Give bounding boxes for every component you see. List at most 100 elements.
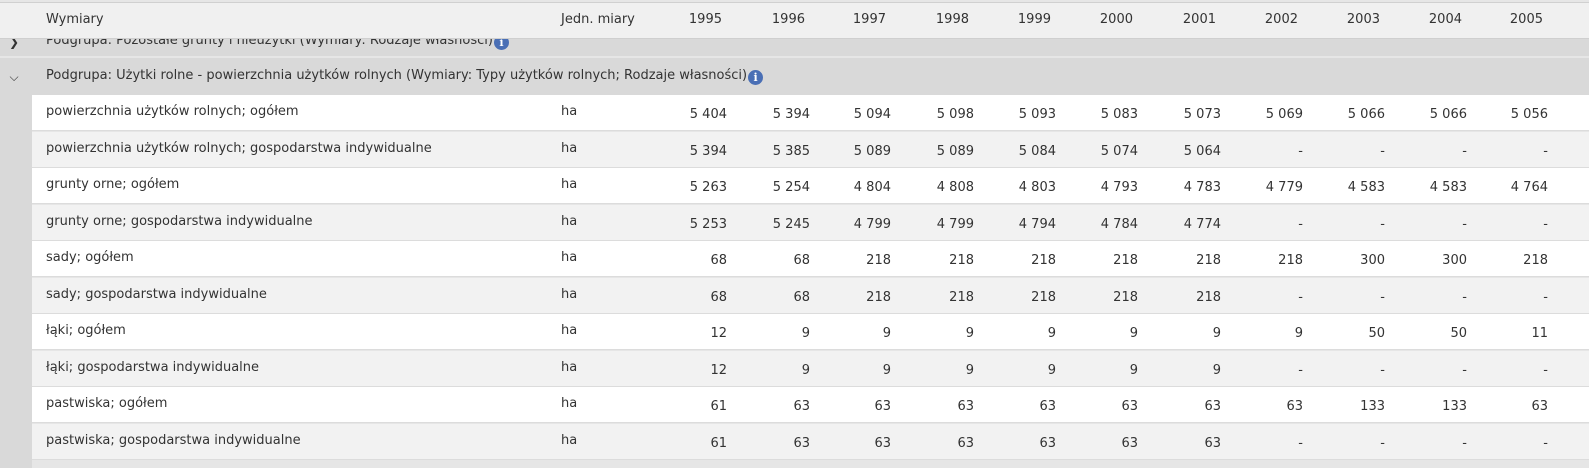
row-value-cell: 218 (949, 289, 974, 305)
row-value-cell: 5 084 (1018, 143, 1056, 159)
row-value-cell: 4 808 (936, 180, 974, 195)
row-value-cell: 9 (882, 362, 891, 378)
header-year[interactable]: 2000 (1099, 12, 1133, 27)
row-unit: ha (561, 286, 578, 302)
row-value-cell: 63 (1286, 399, 1303, 414)
row-dimension-label: łąki; gospodarstwa indywidualne (46, 359, 260, 375)
table-row: powierzchnia użytków rolnych; ogółem ha 5 … (32, 95, 1589, 131)
header-year[interactable]: 1996 (771, 12, 805, 27)
table-row: pastwiska; gospodarstwa indywidualne ha 61… (32, 423, 1589, 460)
row-value-cell: 4 779 (1265, 180, 1303, 195)
row-value-cell: 133 (1360, 399, 1385, 414)
row-value-cell: 4 804 (853, 180, 891, 195)
header-year[interactable]: 2003 (1346, 12, 1380, 27)
row-value-cell: 63 (793, 435, 810, 451)
row-value-cell: 9 (801, 362, 810, 378)
row-value-cell: 5 083 (1100, 107, 1138, 122)
row-value-cell: 50 (1368, 326, 1385, 341)
row-value-cell: 4 583 (1429, 180, 1467, 195)
info-icon[interactable]: i (748, 70, 764, 85)
row-value-cell: 218 (866, 289, 891, 305)
row-dimension-label: sady; ogółem (46, 250, 134, 265)
row-value-cell: - (1298, 143, 1303, 159)
row-value-cell: 9 (1047, 362, 1056, 378)
row-value-cell: - (1543, 435, 1548, 451)
row-dimension-label: sady; gospodarstwa indywidualne (46, 286, 267, 302)
row-value-cell: 4 803 (1018, 180, 1056, 195)
header-year[interactable]: 1998 (935, 12, 969, 27)
row-value-cell: 5 394 (772, 107, 810, 122)
row-value-cell: 9 (1294, 326, 1303, 341)
row-value-cell: - (1298, 435, 1303, 451)
header-unit[interactable]: Jedn. miary (561, 12, 635, 27)
row-value-cell: 9 (1129, 362, 1138, 378)
row-value-cell: 5 089 (853, 143, 891, 159)
row-value-cell: - (1462, 289, 1467, 305)
row-value-cell: - (1380, 435, 1385, 451)
table-row: powierzchnia użytków rolnych; gospodarst… (32, 131, 1589, 168)
row-value-cell: 218 (1523, 253, 1548, 268)
row-unit: ha (561, 359, 578, 375)
row-value-cell: 68 (793, 253, 810, 268)
row-value-cell: 5 394 (689, 143, 727, 159)
row-value-cell: 5 056 (1510, 107, 1548, 122)
row-dimension-label: powierzchnia użytków rolnych; gospodarst… (46, 140, 432, 156)
row-value-cell: - (1462, 435, 1467, 451)
row-value-cell: 63 (793, 399, 810, 414)
row-value-cell: - (1543, 289, 1548, 305)
row-value-cell: 61 (710, 399, 727, 414)
row-value-cell: - (1462, 143, 1467, 159)
row-value-cell: 63 (1039, 399, 1056, 414)
row-value-cell: 218 (1031, 253, 1056, 268)
header-year[interactable]: 2001 (1182, 12, 1216, 27)
row-value-cell: 68 (710, 289, 727, 305)
header-dimensions[interactable]: Wymiary (46, 12, 104, 27)
row-value-cell: 9 (965, 326, 974, 341)
row-value-cell: 50 (1450, 326, 1467, 341)
header-year[interactable]: 2004 (1428, 12, 1462, 27)
header-year[interactable]: 1999 (1017, 12, 1051, 27)
row-value-cell: 61 (710, 435, 727, 451)
row-value-cell: 63 (1531, 399, 1548, 414)
table-header: Wymiary Jedn. miary 1995 1996 1997 1998 … (0, 2, 1589, 39)
row-value-cell: 5 074 (1100, 143, 1138, 159)
row-value-cell: 218 (1031, 289, 1056, 305)
row-value-cell: 68 (793, 289, 810, 305)
row-value-cell: - (1543, 216, 1548, 232)
row-value-cell: 4 784 (1100, 216, 1138, 232)
row-value-cell: 63 (957, 435, 974, 451)
table-row: łąki; ogółem ha 12 9 9 9 9 9 9 9 50 50 11 (32, 314, 1589, 350)
row-value-cell: 5 069 (1265, 107, 1303, 122)
row-value-cell: 63 (1204, 399, 1221, 414)
row-value-cell: 9 (1129, 326, 1138, 341)
row-value-cell: - (1462, 216, 1467, 232)
row-unit: ha (561, 104, 578, 119)
table-row: grunty orne; gospodarstwa indywidualne ha… (32, 204, 1589, 241)
row-value-cell: 5 066 (1347, 107, 1385, 122)
row-value-cell: - (1298, 289, 1303, 305)
header-year[interactable]: 1995 (688, 12, 722, 27)
row-dimension-label: grunty orne; gospodarstwa indywidualne (46, 213, 313, 229)
row-value-cell: 4 783 (1183, 180, 1221, 195)
group-row-agricultural-land[interactable]: ⌵ Podgrupa: Użytki rolne - powierzchnia … (0, 58, 1589, 95)
row-dimension-label: pastwiska; gospodarstwa indywidualne (46, 432, 301, 448)
row-value-cell: 4 583 (1347, 180, 1385, 195)
chevron-down-icon[interactable]: ⌵ (9, 69, 19, 84)
row-value-cell: 63 (874, 435, 891, 451)
header-year[interactable]: 1997 (852, 12, 886, 27)
row-value-cell: - (1543, 362, 1548, 378)
chevron-right-icon[interactable]: ❯ (8, 35, 20, 49)
group-label: Podgrupa: Użytki rolne - powierzchnia uż… (46, 68, 764, 85)
row-value-cell: 12 (710, 326, 727, 341)
row-value-cell: - (1543, 143, 1548, 159)
header-year[interactable]: 2002 (1264, 12, 1298, 27)
row-value-cell: 9 (1047, 326, 1056, 341)
row-value-cell: - (1298, 362, 1303, 378)
row-value-cell: 9 (882, 326, 891, 341)
row-value-cell: 9 (801, 326, 810, 341)
row-value-cell: 5 253 (689, 216, 727, 232)
row-value-cell: 68 (710, 253, 727, 268)
row-value-cell: 9 (1212, 362, 1221, 378)
header-year[interactable]: 2005 (1509, 12, 1543, 27)
